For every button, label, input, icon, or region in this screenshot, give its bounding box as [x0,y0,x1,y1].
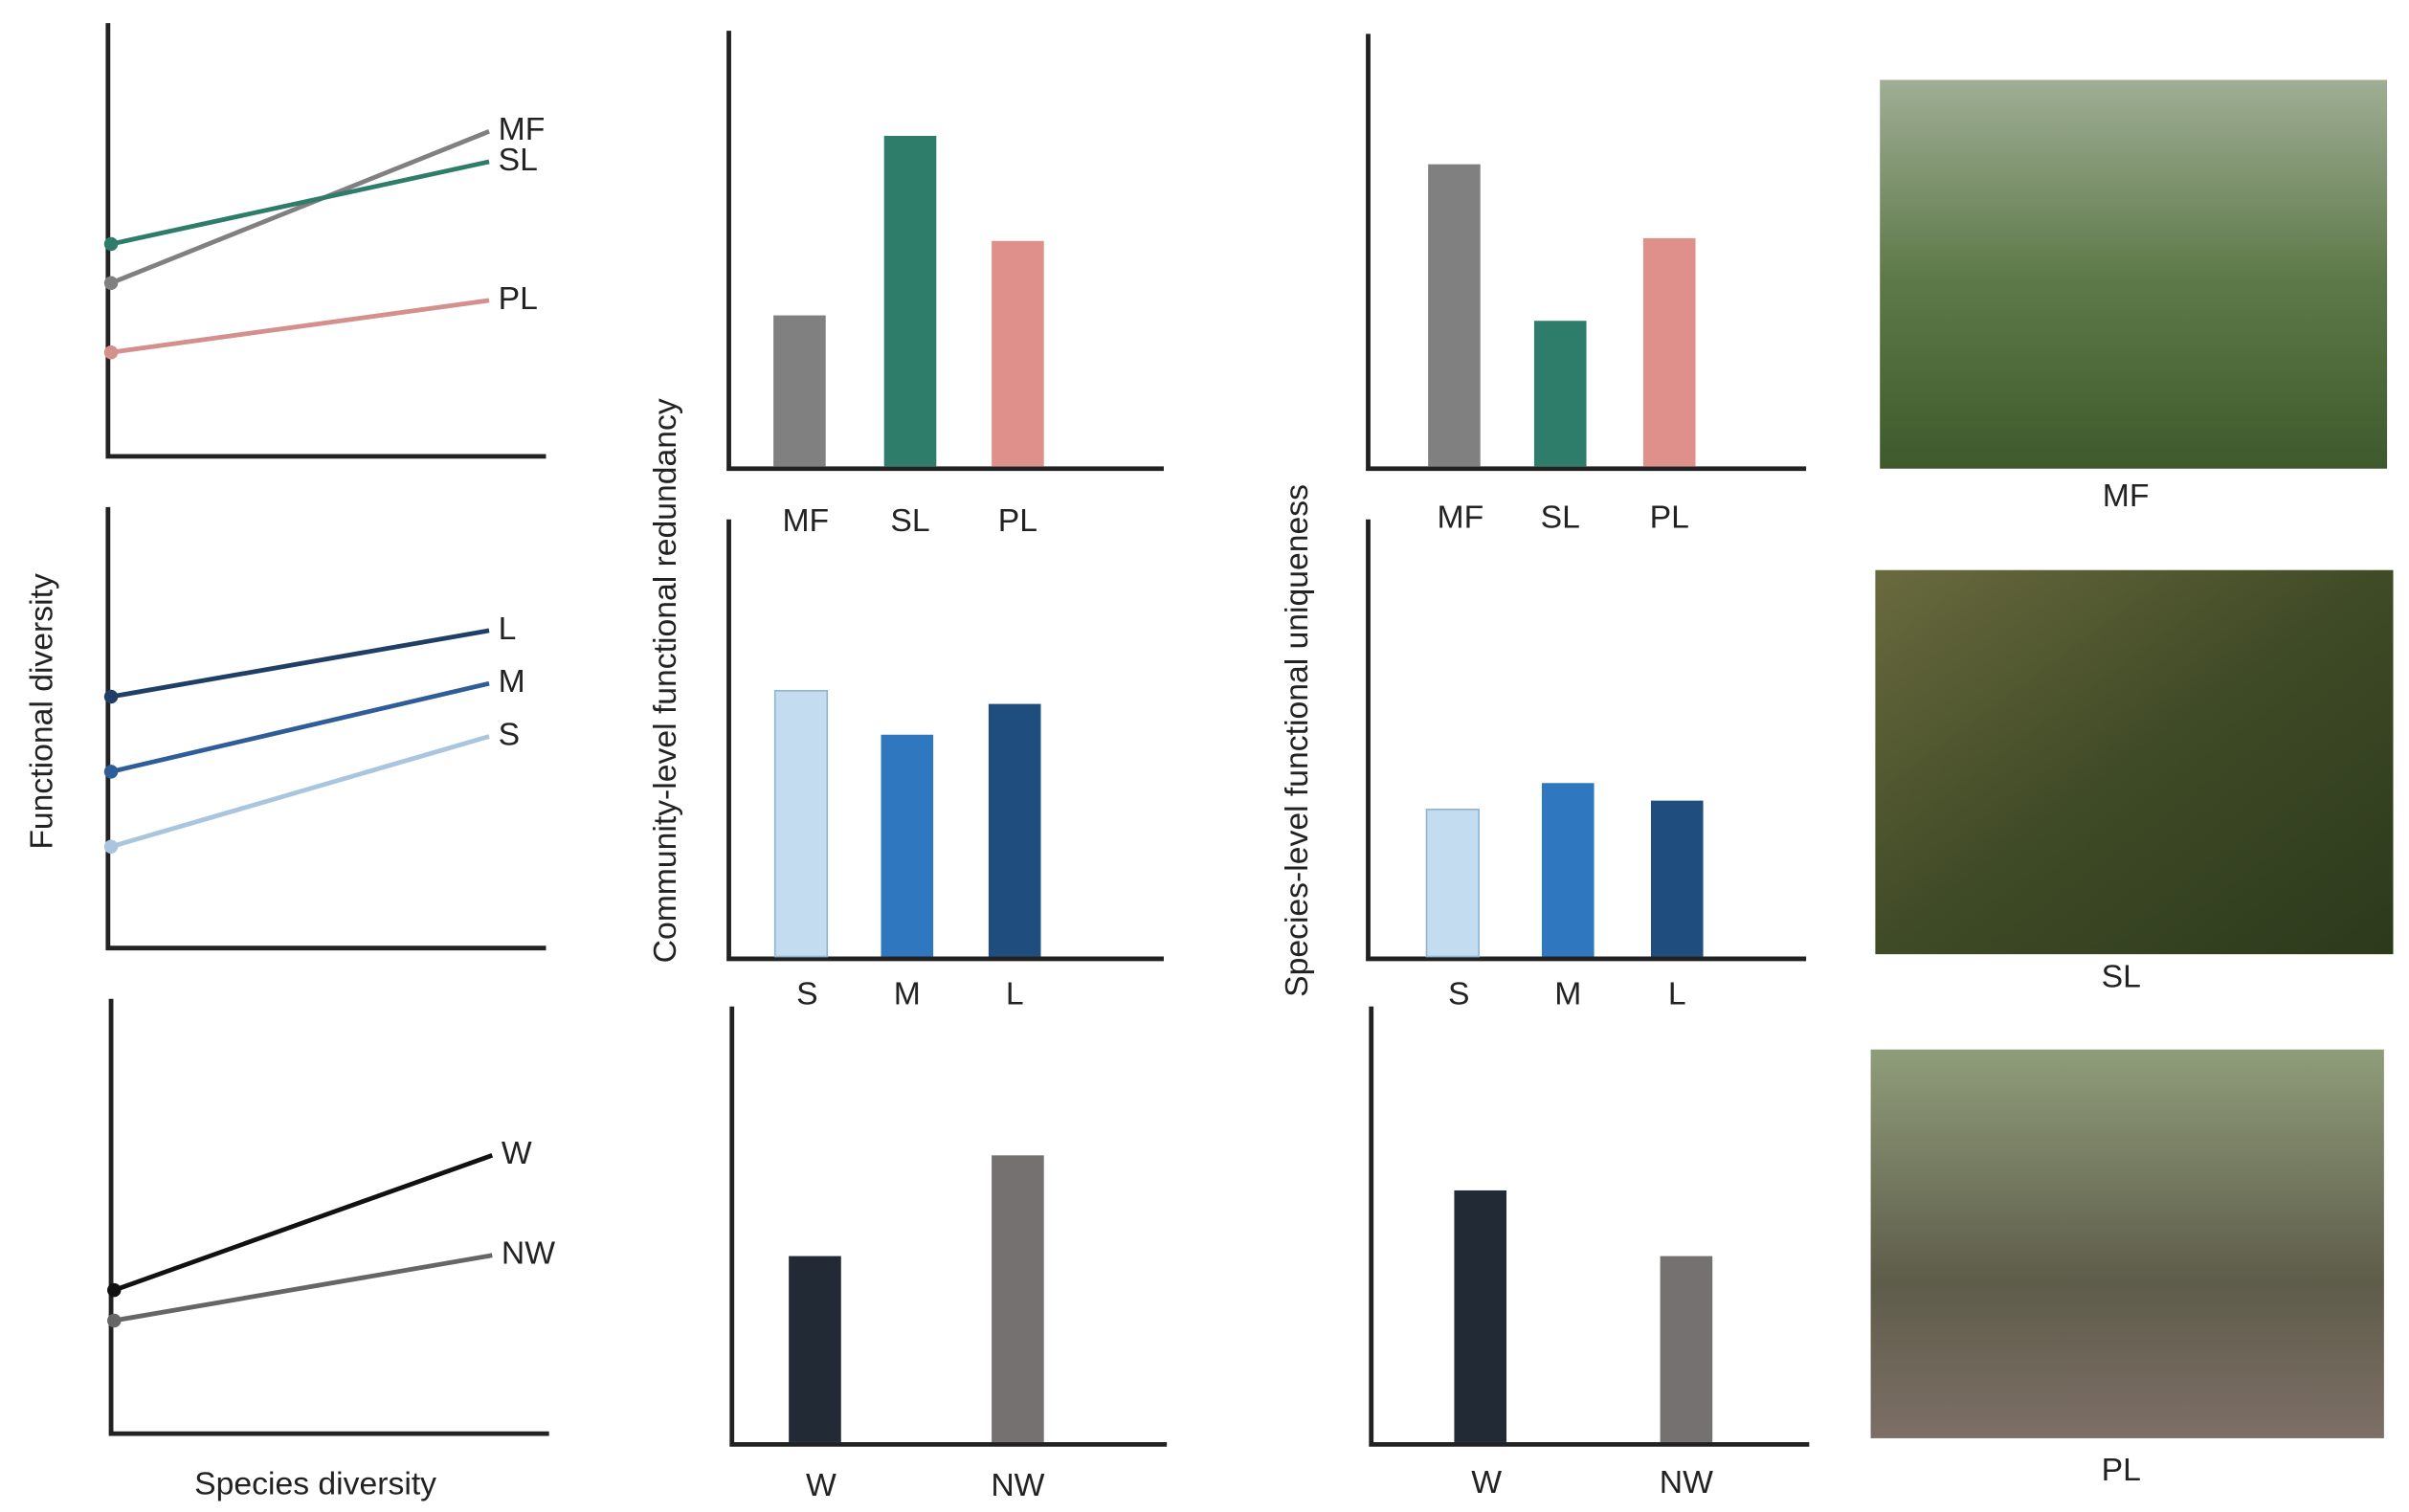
x-tick-label: PL [1650,500,1689,536]
line [113,1153,494,1293]
point [103,689,119,704]
x-tick-label: M [1554,975,1581,1012]
bar [1642,237,1696,467]
line [110,129,490,286]
line [110,159,490,247]
x-tick-label: L [1668,975,1686,1012]
x-tick-label: W [806,1467,836,1503]
axis [108,998,549,1436]
bar [988,703,1041,957]
series-label: SL [499,142,538,178]
bar [1650,800,1704,957]
series-label: L [499,611,517,647]
bar [1541,783,1595,957]
x-tick-label: L [1006,975,1024,1012]
x-tick-label: SL [890,502,929,539]
bar [883,135,937,467]
series-label: S [499,716,520,752]
bar [1425,809,1480,958]
x-tick-label: M [894,975,921,1012]
axis [726,31,1164,472]
bar [1454,1190,1507,1442]
line [110,734,490,850]
x-tick-label: SL [1541,500,1580,536]
bar [1660,1256,1713,1442]
bar [1533,321,1587,467]
line [110,298,490,355]
photo-caption: SL [2102,959,2141,995]
point [107,1313,122,1328]
bar [881,734,934,957]
x-tick-label: NW [1660,1464,1713,1501]
x-tick-label: PL [998,502,1037,539]
bar [773,315,826,467]
axis [1369,1006,1810,1447]
bar [789,1256,841,1442]
bar [992,1155,1044,1442]
axis [1366,519,1807,962]
x-tick-label: MF [1438,500,1484,536]
point [107,1282,122,1298]
series-label: MF [499,111,546,147]
series-label: W [502,1135,532,1171]
bar [1428,164,1481,467]
photo [1880,79,2388,469]
photo [1870,1049,2384,1438]
line [110,628,490,700]
x-tick-label: W [1471,1464,1502,1501]
x-tick-label: MF [782,502,829,539]
y-axis-label: Community-level functional redundancy [647,398,683,963]
line [113,1253,493,1323]
axis [105,506,546,951]
series-label: PL [499,280,538,317]
series-label: NW [502,1235,555,1272]
axis [726,519,1164,962]
axis [729,1006,1168,1447]
bar [773,690,829,958]
series-label: M [499,663,525,700]
point [103,236,119,252]
point [103,765,119,779]
x-tick-label: NW [991,1467,1044,1503]
line [110,680,490,774]
photo-caption: PL [2102,1452,2141,1488]
point [103,839,119,854]
photo [1875,569,2394,955]
x-tick-label: S [796,975,817,1012]
point [103,345,119,360]
axis [105,23,546,459]
point [103,276,119,290]
bar [992,240,1044,467]
axis [1366,33,1807,472]
x-axis-label: Species diversity [194,1466,436,1502]
y-axis-label: Functional diversity [23,573,59,850]
x-tick-label: S [1448,975,1469,1012]
y-axis-label: Species-level functional uniqueness [1279,484,1315,997]
photo-caption: MF [2103,478,2150,514]
